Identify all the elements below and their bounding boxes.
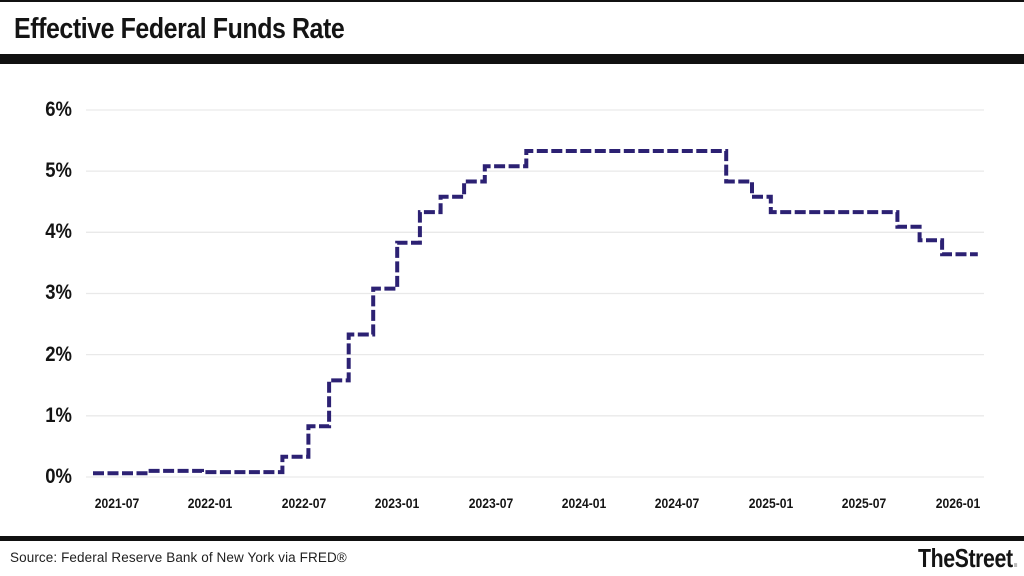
y-axis-label: 5% <box>45 159 72 183</box>
gridlines <box>86 109 984 478</box>
thestreet-logo: TheStreet. <box>917 543 1019 574</box>
y-axis-label: 4% <box>45 220 72 244</box>
footer-divider <box>0 536 1024 541</box>
top-border <box>0 0 1024 2</box>
x-axis-label: 2021-07 <box>94 496 140 511</box>
x-axis-label: 2022-01 <box>188 496 233 511</box>
page-title: Effective Federal Funds Rate <box>14 13 345 45</box>
x-axis-label: 2024-01 <box>561 496 607 511</box>
thestreet-logo-dot: . <box>1012 543 1018 573</box>
rate-step-line <box>93 149 978 476</box>
y-axis-label: 6% <box>45 97 72 121</box>
x-axis-label: 2024-07 <box>655 496 700 511</box>
y-axis-label: 3% <box>45 281 72 305</box>
x-axis-label: 2023-07 <box>468 496 513 511</box>
y-axis-label: 0% <box>45 465 72 488</box>
x-axis-label: 2023-01 <box>374 496 420 511</box>
thestreet-logo-text: TheStreet <box>917 543 1013 573</box>
rate-series-path <box>93 149 978 476</box>
x-axis-label: 2026-01 <box>935 496 980 511</box>
source-attribution: Source: Federal Reserve Bank of New York… <box>10 550 347 565</box>
y-axis-label: 1% <box>45 403 72 427</box>
x-axis-label: 2025-07 <box>841 496 887 511</box>
x-axis-label: 2025-01 <box>748 496 794 511</box>
title-divider <box>0 54 1024 64</box>
x-axis-label: 2022-07 <box>281 496 327 511</box>
y-axis-label: 2% <box>45 342 72 366</box>
